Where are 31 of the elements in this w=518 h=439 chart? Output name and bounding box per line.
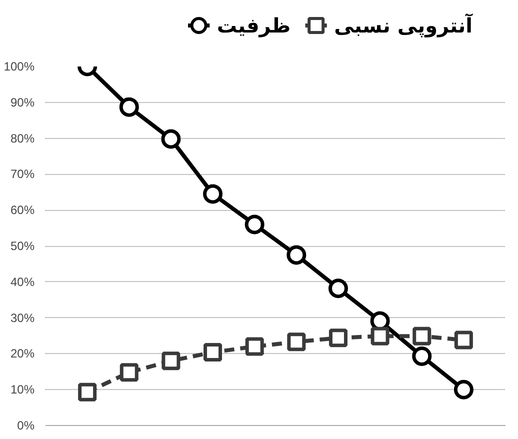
y-tick-label: 40% [10, 274, 35, 289]
point [454, 380, 474, 400]
y-tick-label: 10% [10, 382, 35, 397]
point [328, 278, 348, 298]
point [119, 97, 139, 117]
point [120, 363, 138, 382]
y-tick-label: 30% [10, 310, 35, 325]
point [161, 129, 181, 149]
point [245, 337, 264, 356]
point [412, 326, 432, 346]
legend-label: ظرفیت [216, 14, 291, 38]
point [412, 346, 432, 366]
y-tick-label: 50% [10, 239, 35, 253]
y-tick-label: 100% [4, 60, 35, 74]
point [203, 184, 223, 204]
y-tick-label: 0% [17, 418, 35, 432]
y-tick-label: 60% [10, 203, 35, 218]
y-tick-label: 90% [10, 95, 35, 110]
y-tick-label: 20% [10, 346, 35, 361]
point [78, 382, 97, 402]
y-tick-label: 70% [10, 167, 35, 182]
point [328, 328, 348, 348]
point [244, 214, 264, 234]
point [162, 352, 180, 370]
point [370, 326, 390, 346]
legend-label: آنتروپی نسبی [334, 12, 474, 38]
y-tick-label: 80% [10, 131, 35, 146]
point [204, 343, 222, 362]
point [454, 330, 473, 350]
point [287, 332, 306, 352]
point [286, 245, 306, 265]
